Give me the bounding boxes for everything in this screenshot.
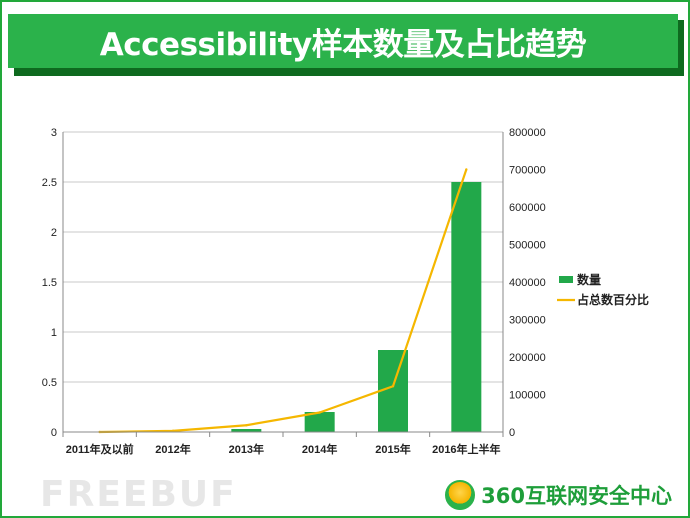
bar	[231, 429, 262, 432]
line-series	[98, 168, 468, 434]
y-right-tick-label: 0	[509, 427, 515, 439]
title-bar: Accessibility样本数量及占比趋势	[8, 14, 678, 68]
y-left-tick-label: 1	[51, 327, 57, 339]
y-right-tick-label: 100000	[509, 390, 546, 402]
x-tick-label: 2015年	[375, 442, 410, 456]
y-left-tick-label: 0	[51, 427, 57, 439]
bar	[451, 182, 482, 432]
x-tick-label: 2014年	[302, 442, 337, 456]
y-right-tick-label: 700000	[509, 165, 546, 177]
line-point	[465, 168, 468, 171]
y-right-tick-label: 300000	[509, 315, 546, 327]
line-point	[245, 424, 248, 427]
y-right-tick-label: 600000	[509, 202, 546, 214]
brand-name: 360互联网安全中心	[481, 484, 672, 508]
line-point	[171, 429, 175, 433]
slide-title: Accessibility样本数量及占比趋势	[99, 26, 587, 63]
y-right-tick-label: 800000	[509, 127, 546, 139]
y-left-tick-label: 3	[51, 127, 57, 139]
legend-label: 占总数百分比	[577, 292, 649, 307]
legend-label: 数量	[577, 272, 601, 287]
x-tick-label: 2016年上半年	[432, 442, 500, 456]
legend-swatch-bar	[559, 276, 573, 283]
line-path	[99, 169, 468, 434]
y-left-tick-label: 1.5	[42, 277, 57, 289]
y-left-tick-label: 2	[51, 227, 57, 239]
x-tick-label: 2013年	[229, 442, 264, 456]
360-shield-logo-icon	[445, 480, 476, 510]
line-point	[391, 385, 395, 388]
freebuf-watermark: FREEBUF	[40, 474, 237, 515]
bar	[304, 412, 335, 432]
bar-series	[158, 182, 482, 432]
x-tick-label: 2011年及以前	[66, 442, 134, 456]
y-left-tick-label: 0.5	[42, 377, 57, 389]
y-right-tick-label: 200000	[509, 352, 546, 364]
y-right-tick-label: 500000	[509, 240, 546, 252]
axes: 0 0.5 1 1.5 2 2.5 3 0 100000 200000 300000 400000 50…	[42, 127, 546, 456]
brand: 360互联网安全中心	[445, 480, 672, 510]
y-left-tick-label: 2.5	[42, 177, 57, 189]
grid-lines	[63, 131, 503, 433]
y-right-tick-label: 400000	[509, 277, 546, 289]
line-point	[318, 411, 321, 414]
bar	[378, 350, 408, 432]
x-tick-label: 2012年	[155, 442, 190, 456]
